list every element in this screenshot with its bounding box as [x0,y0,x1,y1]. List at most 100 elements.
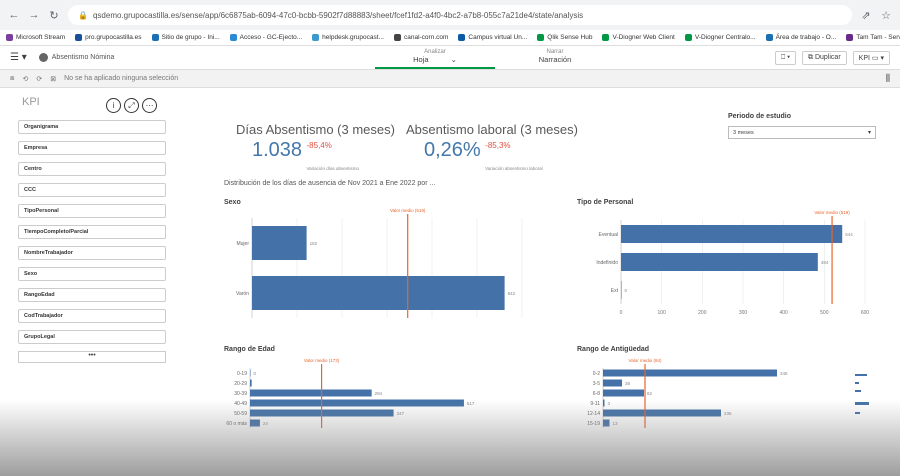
step-forward-icon[interactable]: ⟳ [36,75,43,83]
menu-icon[interactable]: ☰ ▾ [10,52,27,63]
chevron-down-icon: ⌄ [450,55,457,64]
chart-icon[interactable]: ⫼ [885,73,890,83]
bookmark-label: Acceso - GC-Ejecto... [239,34,303,41]
bar-value-label: 82 [647,391,653,396]
x-tick-label: 0 [620,310,623,316]
selection-status: No se ha aplicado ninguna selección [64,75,179,82]
bookmark-item[interactable]: Sitio de grupo - Ini... [151,34,220,41]
filter-pane-empresa[interactable]: Empresa [18,141,166,155]
selection-bar: ⧈ ⟲ ⟳ ⊠ No se ha aplicado ninguna selecc… [0,70,900,88]
bar-value-label: 294 [375,391,383,396]
back-icon[interactable]: ← [8,9,20,21]
bar[interactable] [603,379,622,387]
bookmark-label: V-Diogner Web Client [612,34,675,41]
filter-pane-centro[interactable]: Centro [18,162,166,176]
forward-icon[interactable]: → [28,9,40,21]
copy-icon: ⧉ [808,54,815,61]
bar[interactable] [621,281,622,299]
filter-pane-rangoedad[interactable]: RangoEdad [18,288,166,302]
bookmark-label: pro.grupocastilla.es [85,34,142,41]
star-icon[interactable]: ☆ [881,9,891,22]
tab-analizar[interactable]: Analizar Hoja ⌄ [375,48,495,69]
category-label: 0-19 [237,371,247,377]
browser-toolbar: ← → ↻ 🔒 qsdemo.grupocastilla.es/sense/ap… [0,0,900,30]
sheet-selector-button[interactable]: KPI ▭ ▾ [852,51,890,65]
tab-narrar-label: Narrar [546,49,564,55]
address-bar[interactable]: 🔒 qsdemo.grupocastilla.es/sense/app/6c68… [68,5,852,25]
bar[interactable] [250,389,372,397]
app-title: Absentismo Nómina [51,54,115,61]
bar[interactable] [252,276,505,310]
distribution-title: Distribución de los días de ausencia de … [224,180,436,187]
category-label: Eventual [599,232,618,238]
bookmark-item[interactable]: Qlik Sense Hub [537,34,592,41]
tab-analizar-label: Analizar [424,49,446,55]
x-tick-label: 200 [698,310,707,316]
bookmark-button[interactable]: ⎕ ▾ [774,51,797,65]
bar[interactable] [250,369,251,377]
category-label: 40-49 [234,401,247,407]
bookmark-item[interactable]: canal-corn.com [393,34,449,41]
bar[interactable] [252,226,307,260]
kpi-subtitle: Variación días absentismo [306,166,359,171]
filter-pane-organigrama[interactable]: Organigrama [18,120,166,134]
bar-value-label: 182 [310,241,318,246]
step-back-icon[interactable]: ⟲ [22,75,29,83]
bookmark-item[interactable]: Microsoft Stream [6,34,65,41]
category-label: 0-2 [593,371,600,377]
reload-icon[interactable]: ↻ [49,9,59,22]
bar[interactable] [621,253,818,271]
bookmark-item[interactable]: Acceso - GC-Ejecto... [229,34,303,41]
bar[interactable] [603,399,605,407]
bar[interactable] [603,419,610,427]
filter-pane-sexo[interactable]: Sexo [18,267,166,281]
x-tick-label: 600 [861,310,870,316]
bar-value-label: 347 [397,411,405,416]
bookmark-favicon-icon [537,34,545,41]
chart-sexo[interactable]: Mujer 182 Varón 842 Valor medio (519) [224,206,530,328]
share-icon[interactable]: ⇗ [861,9,871,22]
bar[interactable] [621,225,843,243]
kpi-subtitle: Variación absentismo laboral [485,166,543,171]
info-icon[interactable]: i [106,98,121,113]
period-dropdown[interactable]: 3 meses ▾ [728,126,876,139]
more-filters-button[interactable]: ••• [18,351,166,363]
expand-icon[interactable]: ⤢ [124,98,139,113]
bar[interactable] [603,409,721,417]
filter-pane-grupolegal[interactable]: GrupoLegal [18,330,166,344]
filter-pane-tipopersonal[interactable]: TipoPersonal [18,204,166,218]
chart-rango-antiguedad[interactable]: 0-2 348 3-5 38 6-8 82 9-11 3 12-14 236 15-19 13 Valo… [577,356,847,456]
bookmark-item[interactable]: pro.grupocastilla.es [75,34,142,41]
bookmark-item[interactable]: Área de trabajo - O... [765,34,836,41]
chart-rango-edad[interactable]: 0-19 0 20-29 30-39 294 40-49 517 50-59 347 60 o m… [224,356,530,456]
bookmark-item[interactable]: Campus virtual Un... [458,34,527,41]
mean-label: Valor medio (84) [629,358,662,363]
bookmark-item[interactable]: Tam Tam - Servicio... [846,34,900,41]
duplicate-button[interactable]: ⧉ Duplicar [802,51,847,65]
bar[interactable] [250,379,252,387]
filter-pane-nombretrabajador[interactable]: NombreTrabajador [18,246,166,260]
bar[interactable] [250,399,464,407]
filter-pane-tiempocompleto-parcial[interactable]: TiempoCompleto/Parcial [18,225,166,239]
chart-tipo-personal[interactable]: Eventual 544 Indefinido 484 Ext 0 Valor medio … [577,206,880,322]
bookmark-item[interactable]: helpdesk.grupocast... [312,34,384,41]
bar[interactable] [603,369,777,377]
smart-search-icon[interactable]: ⧈ [10,74,15,82]
bar[interactable] [603,389,644,397]
bookmark-item[interactable]: V-Diogner Centralo... [684,34,756,41]
bar-value-label: 0 [625,288,628,293]
filter-pane-ccc[interactable]: CCC [18,183,166,197]
bar-value-label: 3 [608,401,611,406]
caret-down-icon: ▾ [867,130,871,136]
kpi-dias-absentismo: Días Absentismo (3 meses) 1.038 -85,4% V… [236,122,395,175]
bookmark-favicon-icon [229,34,237,41]
mini-scrollbar-chart[interactable] [855,372,875,432]
tab-narrar[interactable]: Narrar Narración [495,48,615,69]
filter-pane-codtrabajador[interactable]: CodTrabajador [18,309,166,323]
clear-selections-icon[interactable]: ⊠ [50,75,57,83]
more-options-icon[interactable]: ⋯ [142,98,157,113]
bookmark-item[interactable]: V-Diogner Web Client [602,34,675,41]
bar[interactable] [250,419,260,427]
bookmark-label: canal-corn.com [403,34,449,41]
category-label: 9-11 [590,401,600,407]
